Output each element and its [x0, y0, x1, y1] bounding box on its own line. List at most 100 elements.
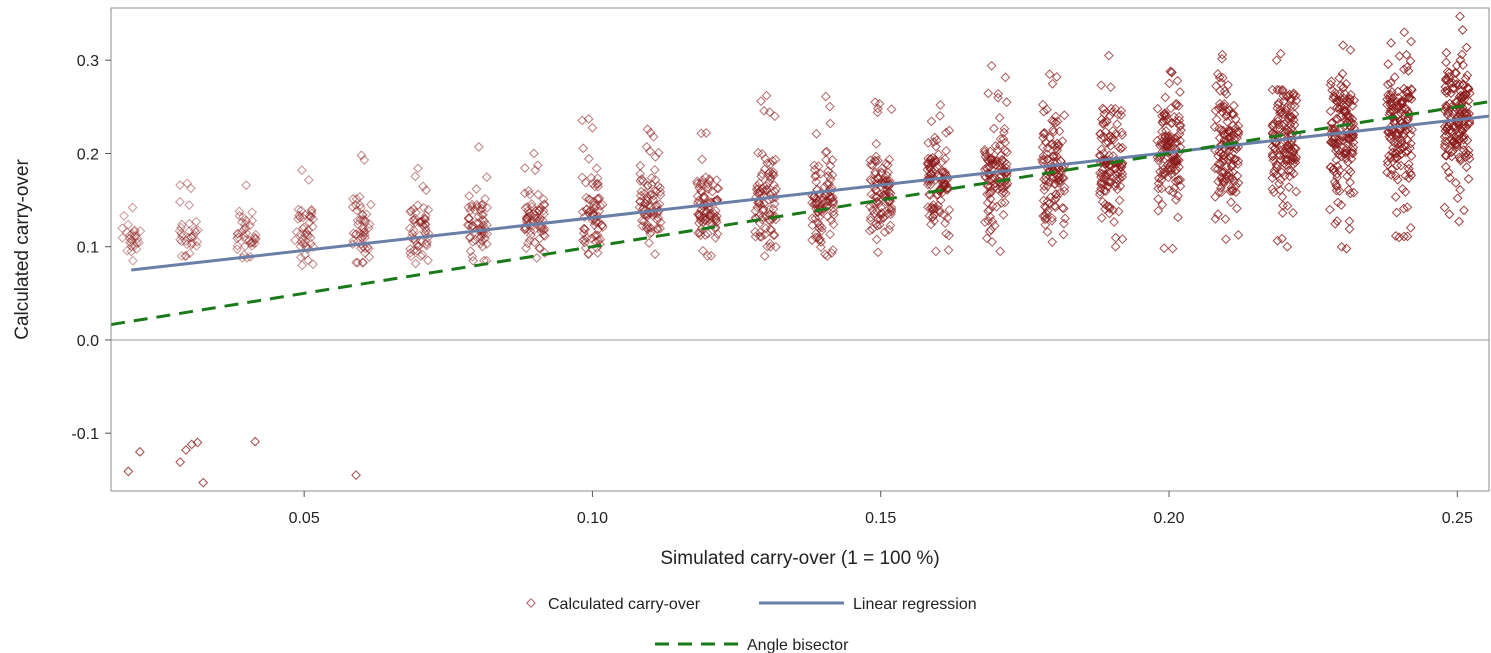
- data-point: [1277, 208, 1288, 218]
- data-point: [927, 212, 938, 222]
- data-point: [821, 201, 832, 212]
- data-point: [1385, 78, 1396, 88]
- data-point: [1221, 234, 1231, 245]
- data-point: [987, 236, 997, 247]
- data-point: [1039, 128, 1050, 138]
- data-point: [356, 203, 366, 213]
- data-point: [1285, 144, 1296, 155]
- data-point: [648, 131, 659, 142]
- y-tick-label: 0.2: [77, 146, 99, 163]
- data-point: [646, 227, 657, 238]
- data-point: [405, 247, 416, 258]
- data-point: [1233, 129, 1244, 140]
- data-point: [1040, 211, 1050, 221]
- data-point: [1216, 172, 1227, 183]
- data-point: [1442, 85, 1453, 96]
- x-tick-label: 0.10: [577, 510, 608, 527]
- data-point: [706, 250, 717, 261]
- data-point: [1283, 165, 1294, 176]
- data-point: [753, 197, 764, 208]
- data-point: [538, 225, 549, 236]
- data-point: [930, 203, 941, 214]
- data-point: [649, 164, 660, 175]
- data-point: [352, 215, 363, 226]
- data-point: [655, 186, 666, 197]
- data-point: [1334, 95, 1345, 106]
- x-tick-label: 0.15: [865, 510, 896, 527]
- data-point: [759, 251, 770, 261]
- data-point: [247, 215, 258, 226]
- data-point: [522, 202, 533, 213]
- data-point: [1267, 84, 1278, 95]
- data-point: [1096, 179, 1106, 190]
- data-point: [1384, 151, 1394, 161]
- data-point: [175, 457, 186, 468]
- data-point: [1217, 102, 1228, 113]
- data-point: [1047, 237, 1058, 247]
- data-point: [1105, 82, 1116, 93]
- data-point: [1171, 100, 1182, 111]
- data-point: [865, 201, 875, 212]
- data-point: [1342, 157, 1353, 167]
- data-point: [408, 215, 418, 226]
- data-point: [1157, 110, 1167, 121]
- data-point: [818, 195, 829, 206]
- data-point: [1403, 93, 1414, 103]
- data-point: [237, 217, 247, 228]
- data-point: [1448, 78, 1459, 89]
- data-point: [825, 160, 836, 171]
- data-point: [1279, 158, 1290, 169]
- data-point: [1281, 160, 1292, 171]
- data-point: [117, 232, 128, 243]
- data-point: [1175, 181, 1186, 192]
- data-point: [1384, 126, 1394, 137]
- data-point: [1405, 56, 1416, 66]
- data-point: [1099, 108, 1110, 119]
- data-point: [825, 118, 836, 129]
- data-point: [1444, 67, 1455, 78]
- data-point: [577, 115, 588, 126]
- data-point: [1095, 129, 1106, 139]
- data-point: [1054, 126, 1065, 137]
- data-point: [755, 231, 765, 242]
- data-point: [475, 205, 486, 216]
- data-point: [702, 251, 713, 261]
- data-point: [825, 229, 835, 240]
- data-point: [1211, 114, 1222, 125]
- data-point: [1348, 142, 1359, 153]
- data-point: [347, 239, 358, 249]
- data-point: [521, 214, 532, 224]
- data-point: [1345, 177, 1355, 188]
- data-point: [1153, 155, 1164, 166]
- data-point: [1275, 48, 1286, 59]
- data-point: [822, 211, 833, 222]
- data-point: [982, 189, 993, 200]
- data-point: [811, 228, 821, 239]
- data-point: [1402, 62, 1412, 72]
- data-point: [525, 226, 536, 237]
- data-point: [1173, 190, 1184, 201]
- data-point: [884, 154, 895, 165]
- data-point: [655, 183, 665, 193]
- data-point: [923, 179, 933, 190]
- data-point: [926, 219, 936, 230]
- data-point: [1348, 118, 1359, 129]
- data-point: [1057, 163, 1068, 174]
- data-point: [1117, 234, 1128, 245]
- data-point: [1390, 170, 1401, 181]
- data-point: [188, 231, 199, 242]
- data-point: [1117, 130, 1128, 140]
- data-point: [1457, 25, 1468, 35]
- data-point: [993, 92, 1003, 103]
- data-point: [1116, 110, 1127, 120]
- data-point: [180, 251, 191, 261]
- data-point: [1271, 55, 1282, 66]
- data-point: [926, 116, 937, 127]
- data-point: [1054, 175, 1065, 186]
- data-point: [1286, 101, 1297, 112]
- data-point: [1383, 90, 1394, 100]
- data-point: [641, 142, 652, 152]
- data-point: [250, 234, 261, 244]
- data-point: [1097, 103, 1108, 114]
- data-point: [759, 105, 769, 116]
